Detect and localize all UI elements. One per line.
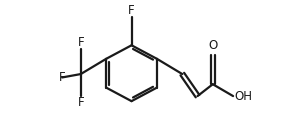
Text: O: O xyxy=(208,39,217,52)
Text: F: F xyxy=(77,96,84,109)
Text: F: F xyxy=(77,36,84,49)
Text: F: F xyxy=(59,71,66,84)
Text: F: F xyxy=(128,3,135,16)
Text: OH: OH xyxy=(235,90,253,103)
